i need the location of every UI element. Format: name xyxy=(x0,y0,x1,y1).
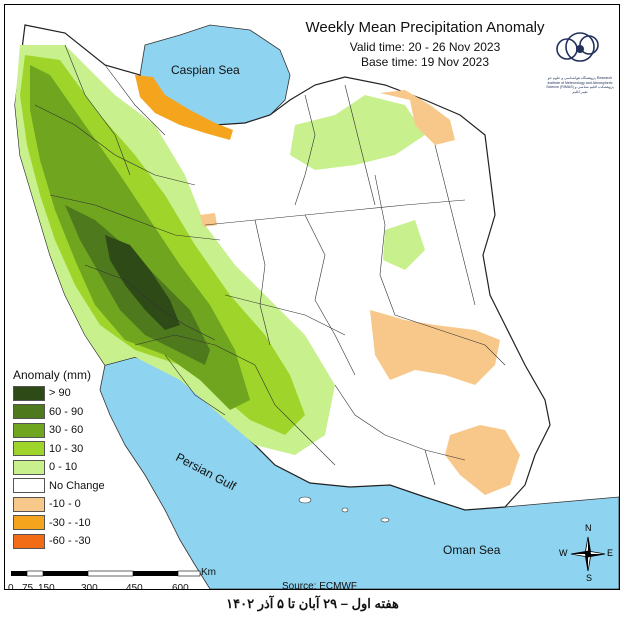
legend-row: 60 - 90 xyxy=(13,403,117,422)
base-time: Base time: 19 Nov 2023 xyxy=(360,55,490,69)
legend-swatch xyxy=(13,441,45,457)
legend-label: 60 - 90 xyxy=(49,405,84,418)
anomaly-neg10-0-northeast xyxy=(380,90,455,145)
map-title: Weekly Mean Precipitation Anomaly xyxy=(305,19,545,36)
anomaly-neg10-0-south xyxy=(445,425,520,495)
anomaly-0-10-north xyxy=(290,95,425,170)
legend-row: 0 - 10 xyxy=(13,458,117,477)
anomaly-neg10-0-southeast xyxy=(370,310,500,385)
scale-tick: 75 xyxy=(22,583,34,590)
legend-label: > 90 xyxy=(49,387,71,400)
scale-unit: Km xyxy=(201,567,216,578)
map-canvas xyxy=(14,24,619,589)
caspian-sea-label: Caspian Sea xyxy=(171,63,240,77)
logo-text: پژوهشگاه هواشناسی و علوم جو Research Ins… xyxy=(546,76,614,94)
legend-swatch xyxy=(13,422,45,438)
legend-swatch xyxy=(13,533,45,549)
legend-swatch xyxy=(13,385,45,401)
legend-swatch xyxy=(13,515,45,531)
legend-row: > 90 xyxy=(13,384,117,403)
legend-label: -30 - -10 xyxy=(49,516,91,529)
legend-label: 0 - 10 xyxy=(49,461,78,474)
legend-row: No Change xyxy=(13,477,117,496)
province-borders xyxy=(34,44,506,486)
legend-label: 10 - 30 xyxy=(49,442,84,455)
scale-tick: 150 xyxy=(38,583,55,590)
scale-bar xyxy=(11,570,201,577)
anomaly-over-90 xyxy=(105,235,180,330)
gulf-islands xyxy=(298,496,390,523)
legend-row: -10 - 0 xyxy=(13,495,117,514)
anomaly-neg30-neg10-caspian-coast xyxy=(135,75,233,140)
rimas-logo: پژوهشگاه هواشناسی و علوم جو Research Ins… xyxy=(545,23,615,103)
compass-rose: N S E W xyxy=(559,523,614,583)
legend-label: 30 - 60 xyxy=(49,424,84,437)
legend-swatch xyxy=(13,496,45,512)
oman-sea-label: Oman Sea xyxy=(443,543,501,557)
legend-swatch xyxy=(13,459,45,475)
compass-e: E xyxy=(607,548,614,558)
legend-row: -30 - -10 xyxy=(13,514,117,533)
map-frame: Weekly Mean Precipitation Anomaly Valid … xyxy=(4,4,620,590)
compass-n: N xyxy=(585,523,592,533)
legend-row: -60 - -30 xyxy=(13,532,117,551)
anomaly-neg10-0-spot xyxy=(200,213,217,227)
legend-swatch xyxy=(13,478,45,494)
scale-tick: 450 xyxy=(126,583,143,590)
anomaly-0-10-center xyxy=(383,220,425,270)
valid-time: Valid time: 20 - 26 Nov 2023 xyxy=(349,40,501,54)
legend-row: 10 - 30 xyxy=(13,440,117,459)
source-label: Source: ECMWF xyxy=(282,581,358,590)
legend-label: -10 - 0 xyxy=(49,498,81,511)
scale-tick: 0 xyxy=(8,583,14,590)
legend-title: Anomaly (mm) xyxy=(13,368,92,382)
scale-tick: 300 xyxy=(81,583,98,590)
scale-tick: 600 xyxy=(172,583,189,590)
compass-w: W xyxy=(559,548,568,558)
legend-label: No Change xyxy=(49,479,105,492)
persian-caption: هفته اول – ۲۹ آبان تا ۵ آذر ۱۴۰۲ xyxy=(226,596,399,611)
rimas-logo-icon xyxy=(556,32,599,62)
compass-icon xyxy=(570,536,606,572)
legend: Anomaly (mm) > 90 60 - 90 30 - 60 10 - 3… xyxy=(13,368,117,551)
compass-s: S xyxy=(586,573,593,583)
legend-row: 30 - 60 xyxy=(13,421,117,440)
legend-swatch xyxy=(13,404,45,420)
legend-label: -60 - -30 xyxy=(49,535,91,548)
